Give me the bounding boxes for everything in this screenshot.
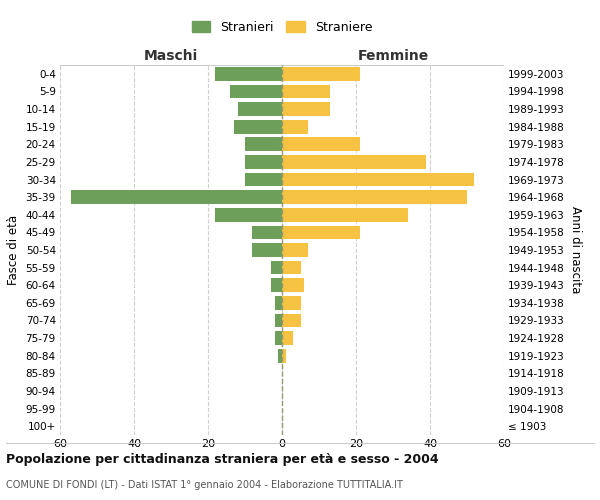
Bar: [245, 172, 282, 186]
Legend: Stranieri, Straniere: Stranieri, Straniere: [187, 16, 377, 39]
Bar: [282, 349, 286, 362]
Bar: [282, 172, 475, 186]
Bar: [71, 190, 282, 204]
Bar: [282, 314, 301, 328]
Bar: [282, 243, 308, 257]
Bar: [234, 120, 282, 134]
Bar: [282, 226, 360, 239]
Text: Popolazione per cittadinanza straniera per età e sesso - 2004: Popolazione per cittadinanza straniera p…: [6, 452, 439, 466]
Bar: [275, 296, 282, 310]
Bar: [238, 102, 282, 116]
Bar: [271, 260, 282, 274]
Bar: [282, 296, 301, 310]
Bar: [282, 278, 304, 292]
Bar: [245, 138, 282, 151]
Bar: [282, 208, 408, 222]
Bar: [275, 331, 282, 345]
Bar: [282, 67, 360, 80]
Bar: [282, 138, 360, 151]
Bar: [271, 278, 282, 292]
Text: Maschi: Maschi: [144, 49, 198, 63]
Bar: [253, 243, 282, 257]
Y-axis label: Anni di nascita: Anni di nascita: [569, 206, 581, 294]
Bar: [230, 84, 282, 98]
Bar: [278, 349, 282, 362]
Bar: [282, 260, 301, 274]
Bar: [282, 102, 330, 116]
Text: COMUNE DI FONDI (LT) - Dati ISTAT 1° gennaio 2004 - Elaborazione TUTTITALIA.IT: COMUNE DI FONDI (LT) - Dati ISTAT 1° gen…: [6, 480, 403, 490]
Bar: [253, 226, 282, 239]
Bar: [282, 190, 467, 204]
Bar: [275, 314, 282, 328]
Bar: [215, 67, 282, 80]
Bar: [282, 331, 293, 345]
Bar: [282, 120, 308, 134]
Bar: [282, 155, 426, 169]
Text: Femmine: Femmine: [358, 49, 428, 63]
Bar: [215, 208, 282, 222]
Y-axis label: Fasce di età: Fasce di età: [7, 215, 20, 285]
Bar: [245, 155, 282, 169]
Bar: [282, 84, 330, 98]
